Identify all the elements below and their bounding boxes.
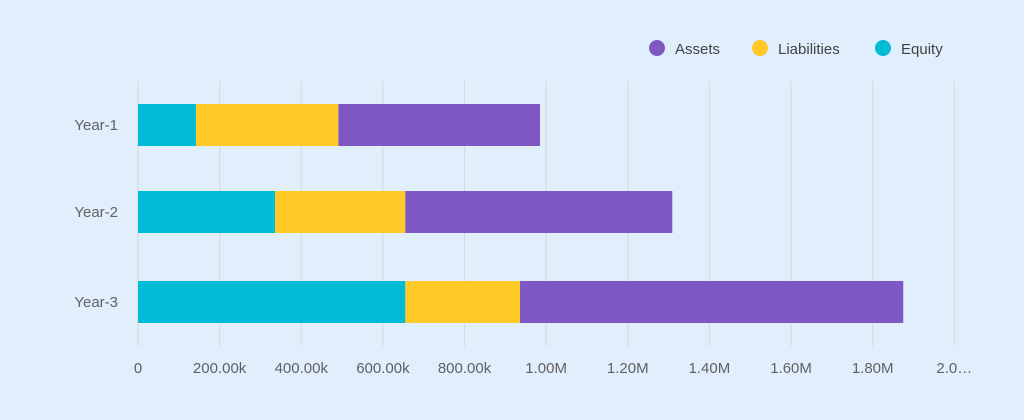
bar-assets <box>405 191 673 233</box>
x-tick-label: 2.0… <box>936 360 972 377</box>
bar-liabilities <box>195 104 339 146</box>
x-tick-label: 1.40M <box>689 360 731 377</box>
legend-label-equity: Equity <box>901 41 943 58</box>
x-tick-label: 1.20M <box>607 360 649 377</box>
x-tick-label: 600.00k <box>356 360 410 377</box>
x-tick-label: 400.00k <box>275 360 329 377</box>
bar-assets <box>338 104 541 146</box>
y-category-label: Year-1 <box>74 117 118 134</box>
bar-liabilities <box>405 281 521 323</box>
legend-marker-assets <box>649 40 665 56</box>
x-tick-label: 1.80M <box>852 360 894 377</box>
x-tick-label: 0 <box>134 360 142 377</box>
y-category-label: Year-2 <box>74 204 118 221</box>
legend-label-liabilities: Liabilities <box>778 41 840 58</box>
x-tick-label: 1.00M <box>525 360 567 377</box>
legend-marker-equity <box>875 40 891 56</box>
x-tick-label: 800.00k <box>438 360 492 377</box>
x-tick-label: 200.00k <box>193 360 247 377</box>
legend-marker-liabilities <box>752 40 768 56</box>
bar-equity <box>138 281 406 323</box>
bar-equity <box>138 191 276 233</box>
bar-equity <box>138 104 196 146</box>
x-tick-label: 1.60M <box>770 360 812 377</box>
y-category-label: Year-3 <box>74 294 118 311</box>
bar-assets <box>520 281 904 323</box>
bar-liabilities <box>275 191 406 233</box>
legend-label-assets: Assets <box>675 41 720 58</box>
